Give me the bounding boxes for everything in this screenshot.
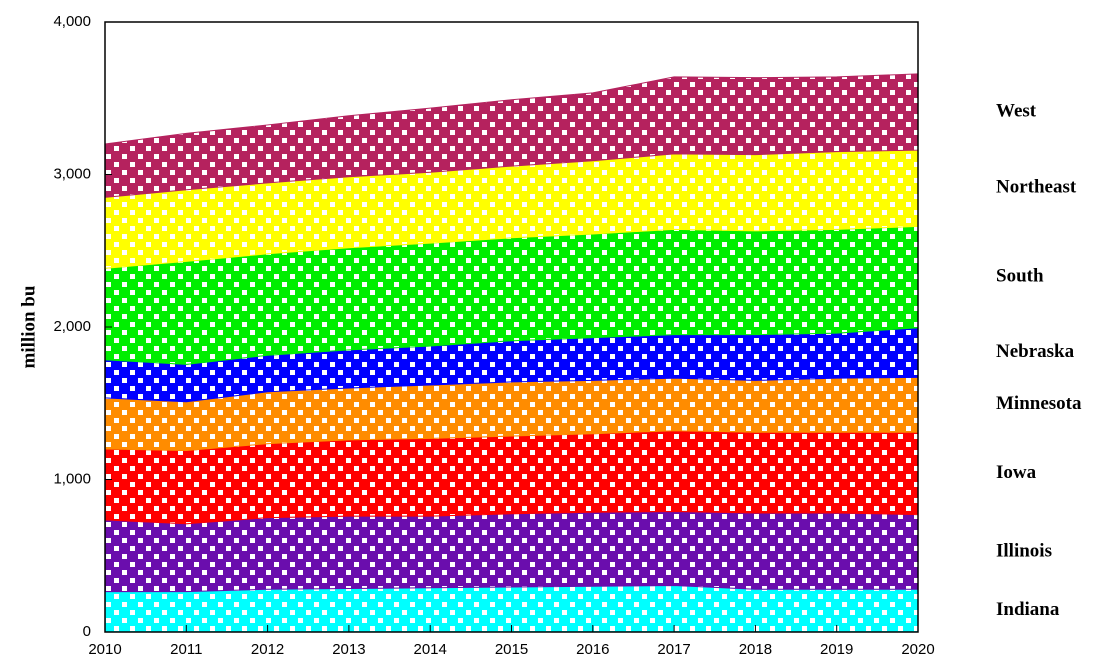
x-tick-label: 2015 bbox=[495, 641, 528, 658]
y-tick-label: 0 bbox=[83, 623, 91, 640]
x-tick-label: 2010 bbox=[88, 641, 121, 658]
legend-label: Iowa bbox=[996, 462, 1037, 483]
legend-label: South bbox=[996, 265, 1044, 286]
y-tick-label: 4,000 bbox=[53, 13, 91, 30]
x-tick-label: 2018 bbox=[739, 641, 772, 658]
area bbox=[104, 511, 919, 593]
y-tick-label: 3,000 bbox=[53, 165, 91, 182]
x-tick-label: 2014 bbox=[414, 641, 447, 658]
x-tick-label: 2017 bbox=[657, 641, 690, 658]
x-tick-label: 2019 bbox=[820, 641, 853, 658]
legend-label: West bbox=[996, 100, 1037, 121]
legend-label: Nebraska bbox=[996, 341, 1075, 362]
x-tick-label: 2013 bbox=[332, 641, 365, 658]
plot-areas bbox=[104, 73, 919, 633]
x-tick-label: 2011 bbox=[170, 641, 202, 658]
x-tick-label: 2012 bbox=[251, 641, 284, 658]
y-axis-label: million bu bbox=[18, 285, 39, 368]
legend-label: Minnesota bbox=[996, 393, 1082, 414]
x-tick-label: 2016 bbox=[576, 641, 609, 658]
legend-label: Northeast bbox=[996, 177, 1077, 198]
legend-label: Indiana bbox=[996, 599, 1060, 620]
x-tick-label: 2020 bbox=[901, 641, 934, 658]
y-tick-label: 1,000 bbox=[53, 470, 91, 487]
y-tick-label: 2,000 bbox=[53, 318, 91, 335]
legend-label: Illinois bbox=[996, 540, 1052, 561]
